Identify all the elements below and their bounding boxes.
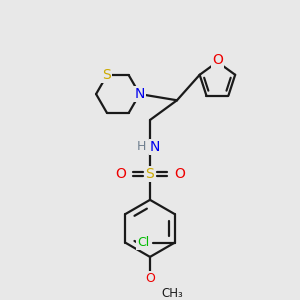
Text: N: N	[150, 140, 160, 154]
Text: O: O	[115, 167, 126, 181]
Text: O: O	[145, 272, 155, 285]
Text: S: S	[146, 167, 154, 181]
Text: H: H	[136, 140, 146, 154]
Text: S: S	[103, 68, 111, 82]
Text: O: O	[174, 167, 185, 181]
Text: O: O	[212, 53, 223, 67]
Text: CH₃: CH₃	[161, 287, 183, 300]
Text: Cl: Cl	[137, 236, 150, 249]
Text: N: N	[134, 87, 145, 101]
